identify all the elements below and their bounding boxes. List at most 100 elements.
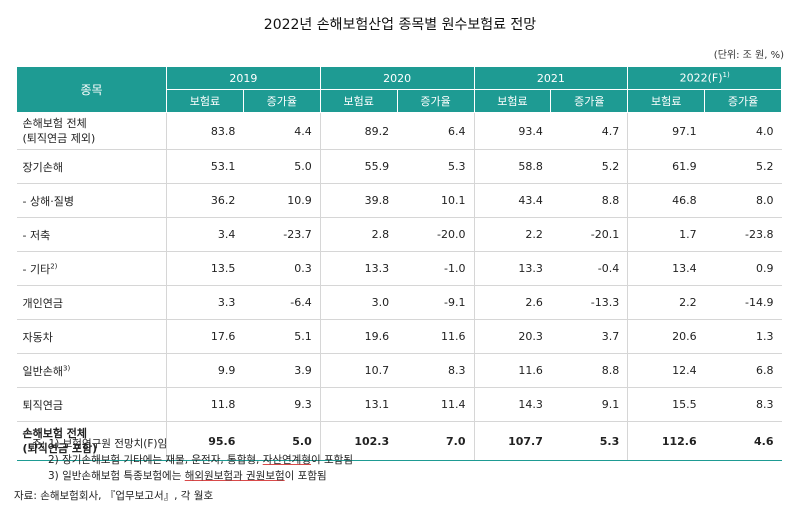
row-label-text: 퇴직연금 <box>22 398 63 412</box>
cell-growth: 4.6 <box>704 421 782 461</box>
header-year-2022f-note: 1) <box>722 71 730 80</box>
row-label-note: 3) <box>62 363 71 372</box>
row-label-text: 손해보험 전체 <box>22 427 88 440</box>
cell-premium: 39.8 <box>320 183 398 218</box>
cell-growth: -23.7 <box>243 217 321 252</box>
row-label: 일반손해3) <box>16 353 167 388</box>
cell-growth: 0.3 <box>243 251 321 286</box>
cell-growth: 5.3 <box>550 421 629 461</box>
cell-growth: 8.3 <box>397 353 475 388</box>
footnotes: 주: 1) 보험연구원 전망치(F)임 2) 장기손해보험 기타에는 재물, 운… <box>32 436 353 484</box>
cell-growth: 11.6 <box>397 319 475 354</box>
cell-premium: 11.6 <box>474 353 551 388</box>
cell-growth: 10.1 <box>397 183 475 218</box>
row-label-sub: (퇴직연금 제외) <box>22 132 96 145</box>
cell-premium: 17.6 <box>166 319 244 354</box>
header-year-2020: 2020 <box>319 66 475 90</box>
footnote-3-underlined: 해외원보험과 권원보험 <box>184 470 285 482</box>
cell-premium: 19.6 <box>320 319 398 354</box>
premium-table: 종목 2019 2020 2021 2022(F)1) 보험료 증가율 보험료 … <box>16 66 782 461</box>
cell-growth: 5.1 <box>243 319 321 354</box>
row-label-sub: (퇴직연금 포함) <box>22 442 98 455</box>
row-label-text: 장기손해 <box>22 160 63 174</box>
footnote-3-text: 3) 일반손해보험 특종보험에는 <box>48 470 185 482</box>
cell-growth: 4.4 <box>243 112 321 150</box>
header-year-2022f: 2022(F)1) <box>627 66 782 90</box>
row-label-text: 손해보험 전체 <box>22 117 87 130</box>
row-label: 손해보험 전체 (퇴직연금 제외) <box>16 112 167 150</box>
cell-premium: 1.7 <box>627 217 705 252</box>
source-note: 자료: 손해보험회사, 『업무보고서』, 각 월호 <box>14 490 214 502</box>
cell-growth: -23.8 <box>704 217 782 252</box>
row-label-note: 2) <box>50 261 58 270</box>
cell-growth: 10.9 <box>243 183 321 218</box>
cell-growth: 3.7 <box>550 319 629 354</box>
cell-growth: 1.3 <box>704 319 782 354</box>
cell-premium: 97.1 <box>627 112 705 150</box>
cell-growth: -9.1 <box>397 285 475 320</box>
cell-growth: 3.9 <box>243 353 321 388</box>
cell-growth: 5.2 <box>550 149 629 184</box>
cell-growth: 4.0 <box>704 112 782 150</box>
footnote-1: 주: 1) 보험연구원 전망치(F)임 <box>32 438 168 450</box>
row-label: - 저축 <box>16 217 167 252</box>
cell-growth: 4.7 <box>550 112 629 150</box>
cell-premium: 95.6 <box>166 421 244 461</box>
cell-growth: 8.8 <box>550 183 629 218</box>
header-year-2019: 2019 <box>166 66 321 90</box>
footnote-2: 2) 장기손해보험 기타에는 재물, 운전자, 통합형, 자산연계형이 포함됨 <box>32 452 353 468</box>
footnote-2-underlined: 자산연계형 <box>262 454 312 466</box>
cell-premium: 3.3 <box>166 285 244 320</box>
cell-premium: 20.3 <box>474 319 551 354</box>
cell-premium: 43.4 <box>474 183 551 218</box>
cell-growth: 11.4 <box>397 387 475 422</box>
cell-growth: -13.3 <box>550 285 629 320</box>
cell-growth: 8.0 <box>704 183 782 218</box>
header-year-2021: 2021 <box>473 66 629 90</box>
cell-premium: 15.5 <box>627 387 705 422</box>
cell-premium: 14.3 <box>474 387 551 422</box>
cell-premium: 3.4 <box>166 217 244 252</box>
header-growth: 증가율 <box>550 89 629 113</box>
cell-premium: 93.4 <box>474 112 551 150</box>
table-title: 2022년 손해보험산업 종목별 원수보험료 전망 <box>263 17 537 33</box>
table-row: - 저축 3.4 -23.7 2.8 -20.0 2.2 -20.1 1.7 -23.8 <box>16 217 782 252</box>
header-item: 종목 <box>16 66 167 113</box>
cell-premium: 2.2 <box>627 285 705 320</box>
table-row: 장기손해 53.1 5.0 55.9 5.3 58.8 5.2 61.9 5.2 <box>16 149 782 184</box>
row-label-text: - 상해·질병 <box>22 194 74 208</box>
cell-growth: 9.3 <box>243 387 321 422</box>
header-growth: 증가율 <box>242 89 321 113</box>
cell-premium: 11.8 <box>166 387 244 422</box>
cell-premium: 2.6 <box>474 285 551 320</box>
footnote-3: 3) 일반손해보험 특종보험에는 해외원보험과 권원보험이 포함됨 <box>32 468 353 484</box>
table-body: 손해보험 전체 (퇴직연금 제외) 83.8 4.4 89.2 6.4 93.4 4.7 97.… <box>16 112 782 461</box>
cell-premium: 12.4 <box>627 353 705 388</box>
cell-premium: 10.7 <box>320 353 398 388</box>
row-label-text: - 저축 <box>22 228 51 242</box>
row-label-text: - 기타 <box>22 262 51 276</box>
cell-growth: 7.0 <box>397 421 475 461</box>
row-label: 자동차 <box>16 319 167 354</box>
cell-growth: 5.0 <box>243 149 321 184</box>
cell-premium: 61.9 <box>627 149 705 184</box>
table-row: 일반손해3) 9.9 3.9 10.7 8.3 11.6 8.8 12.4 6.8 <box>16 353 782 388</box>
header-year-2022f-label: 2022(F) <box>679 71 723 85</box>
row-label: 퇴직연금 <box>16 387 167 422</box>
cell-premium: 2.2 <box>474 217 551 252</box>
cell-growth: 8.3 <box>704 387 782 422</box>
cell-premium: 58.8 <box>474 149 551 184</box>
cell-growth: 0.9 <box>704 251 782 286</box>
cell-growth: 9.1 <box>550 387 629 422</box>
cell-growth: -20.0 <box>397 217 475 252</box>
cell-growth: 5.3 <box>397 149 475 184</box>
row-label: 개인연금 <box>16 285 167 320</box>
cell-premium: 13.1 <box>320 387 398 422</box>
cell-premium: 13.4 <box>627 251 705 286</box>
cell-premium: 13.5 <box>166 251 244 286</box>
cell-premium: 112.6 <box>627 421 705 461</box>
cell-premium: 107.7 <box>474 421 551 461</box>
table-row: 자동차 17.6 5.1 19.6 11.6 20.3 3.7 20.6 1.3 <box>16 319 782 354</box>
cell-premium: 13.3 <box>320 251 398 286</box>
cell-growth: 6.4 <box>397 112 475 150</box>
